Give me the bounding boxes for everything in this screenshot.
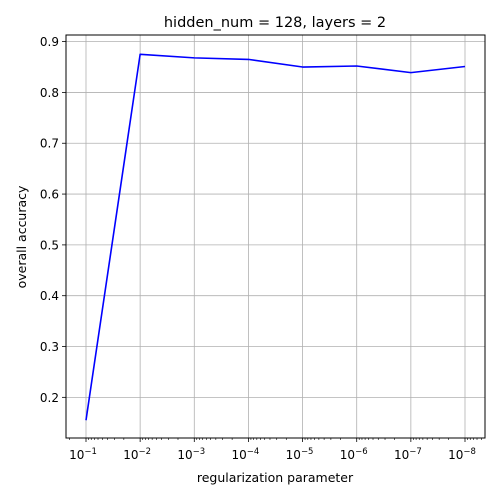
x-tick-label: 10−6 [340, 447, 368, 462]
y-tick-label: 0.5 [40, 238, 59, 252]
y-tick-label: 0.9 [40, 35, 59, 49]
y-tick-label: 0.6 [40, 188, 59, 202]
chart-title: hidden_num = 128, layers = 2 [164, 15, 386, 31]
y-axis-label: overall accuracy [14, 185, 29, 288]
y-tick-label: 0.2 [40, 391, 59, 405]
y-tick-label: 0.3 [40, 340, 59, 354]
x-tick-label: 10−7 [394, 447, 422, 462]
x-tick-label: 10−2 [123, 447, 151, 462]
series-line [85, 53, 466, 421]
x-tick-label: 10−8 [448, 447, 476, 462]
x-tick-label: 10−4 [232, 447, 260, 462]
y-tick-label: 0.4 [40, 289, 59, 303]
tick-labels: 10−1 10−2 10−3 10−4 10−5 10−6 10−7 10−8 0.2 0.3 0.… [40, 35, 476, 462]
x-tick-label: 10−5 [286, 447, 314, 462]
x-tick-label: 10−1 [69, 447, 97, 462]
y-tick-label: 0.7 [40, 137, 59, 151]
x-tick-label: 10−3 [177, 447, 205, 462]
x-axis-label: regularization parameter [197, 470, 354, 485]
y-tick-label: 0.8 [40, 86, 59, 100]
grid [66, 35, 485, 438]
plot-frame [65, 34, 486, 439]
series-layer [85, 53, 466, 421]
axis-ticks [62, 41, 482, 442]
